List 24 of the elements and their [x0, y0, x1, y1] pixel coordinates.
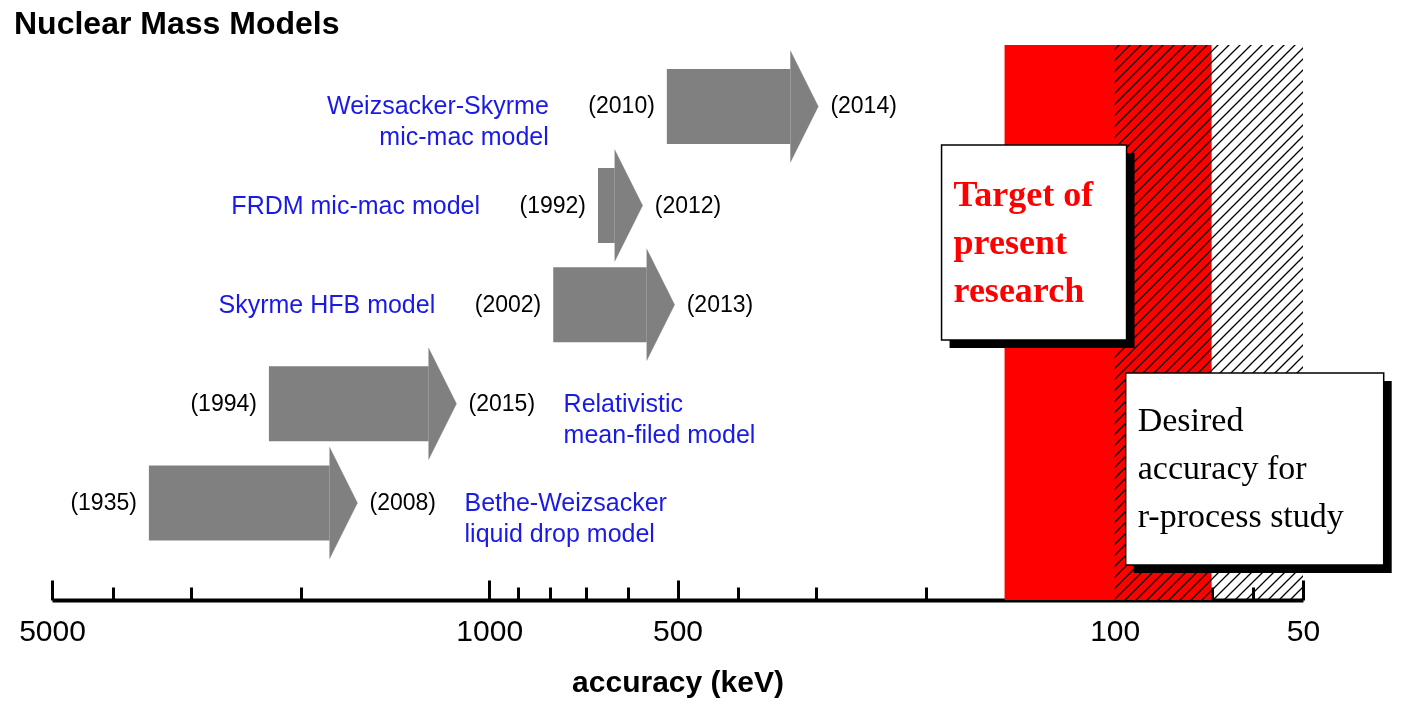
y-tick-label: Relativistic mean-filed model [563, 388, 756, 448]
band-label: Desired accuracy for r-process study [1137, 401, 1344, 534]
annotation: (2014) [830, 92, 897, 119]
chart-title: Nuclear Mass Models [14, 5, 340, 41]
annotation: (2012) [654, 191, 722, 218]
annotation: (2013) [686, 290, 754, 317]
y-tick-label: Bethe-Weizsacker liquid drop model [464, 487, 667, 547]
annotation: (2010) [588, 92, 655, 119]
y-tick-label: Weizsacker-Skyrme mic-mac model [327, 91, 549, 151]
annotation: (1994) [190, 389, 257, 416]
y-tick-label: FRDM mic-mac model [231, 190, 480, 219]
annotation: (1935) [70, 488, 137, 515]
annotation: (2015) [468, 389, 536, 416]
x-tick-label: 5000 [19, 613, 86, 647]
y-tick-label: Skyrme HFB model [218, 289, 436, 318]
annotation: (2008) [369, 488, 437, 515]
band-label: Target of present research [953, 173, 1095, 310]
x-tick-label: 1000 [456, 613, 524, 647]
annotation: (2002) [474, 290, 542, 317]
x-tick-label: 100 [1090, 613, 1141, 647]
x-tick-label: 500 [652, 613, 704, 647]
x-axis-title: accuracy (keV) [572, 664, 784, 698]
x-tick-label: 50 [1286, 613, 1321, 647]
annotation: (1992) [519, 191, 586, 218]
